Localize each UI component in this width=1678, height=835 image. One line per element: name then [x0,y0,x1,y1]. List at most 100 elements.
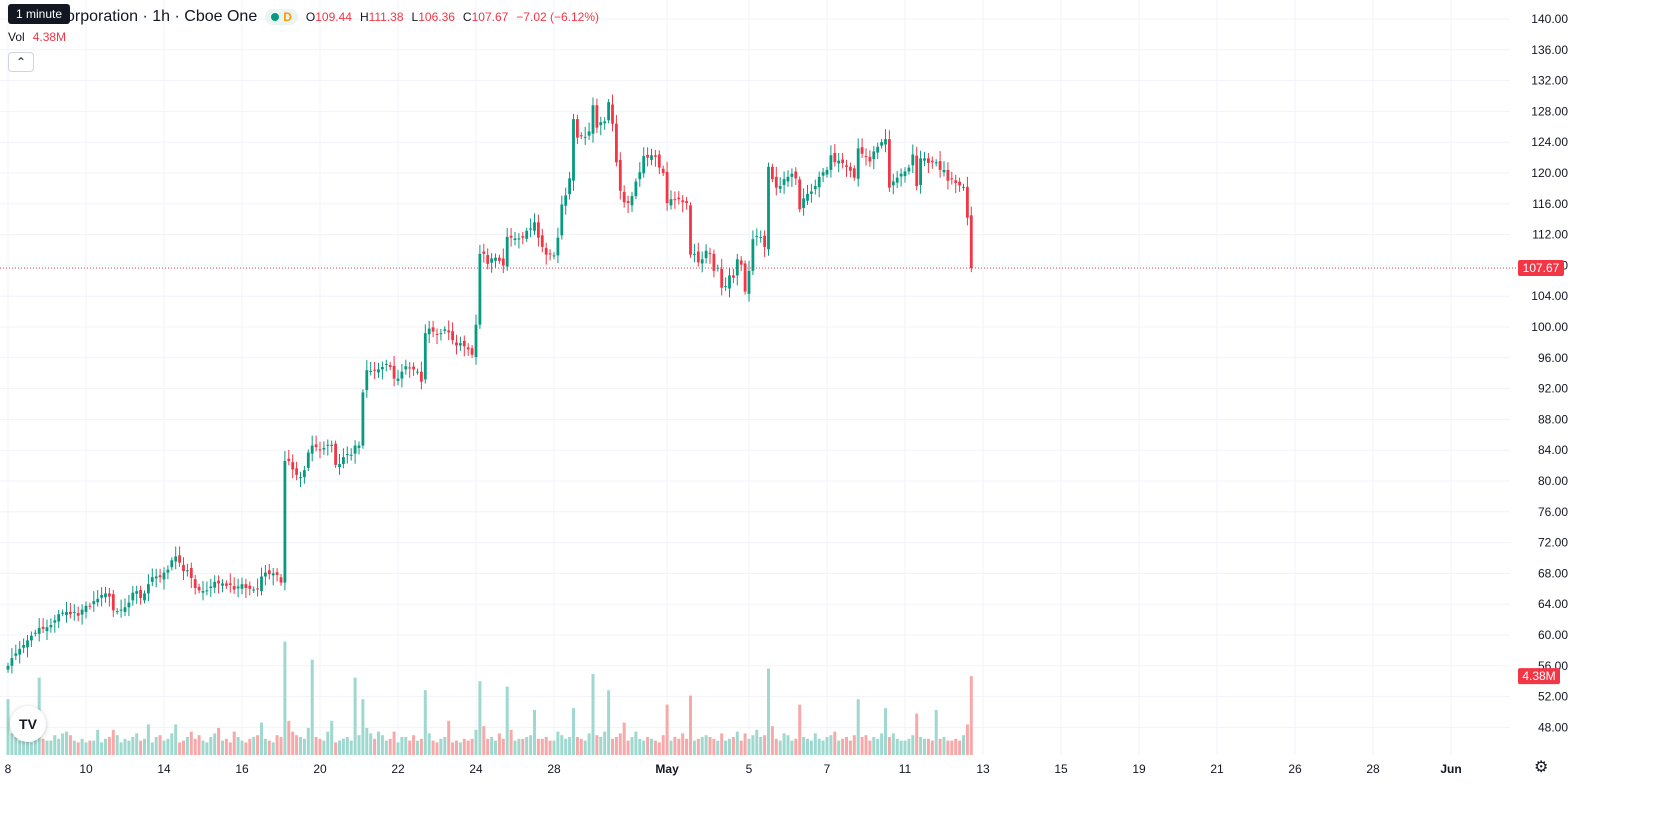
volume-bar [556,731,560,755]
open-label: O [305,10,316,24]
candle-body [833,152,837,163]
candle-body [404,366,408,370]
volume-bar [930,740,934,755]
volume-bar [622,722,626,755]
candle-body [767,166,770,250]
volume-bar [345,737,349,755]
candle-body [615,123,618,163]
candle-body [521,236,525,238]
collapse-legend-button[interactable]: ⌃ [8,52,34,72]
volume-bar [583,740,587,755]
volume-bar [248,738,252,755]
volume-bar [29,742,33,755]
candle-body [205,590,209,592]
volume-bar [369,733,373,755]
volume-bar [419,738,423,755]
candle-body [868,156,872,162]
candle-body [630,196,634,206]
volume-bar [41,738,45,755]
candle-body [544,248,548,255]
candle-body [774,176,778,188]
volume-bar [197,735,201,755]
candle-body [560,204,564,236]
volume-bar [856,699,860,755]
price-tick-label: 48.00 [1538,720,1568,734]
volume-bar [634,731,638,755]
volume-bar [72,740,76,755]
candle-body [244,584,248,589]
candle-body [509,235,513,238]
volume-bar [829,735,833,755]
volume-bar [6,699,10,755]
candle-body [88,605,92,607]
volume-bar [802,737,806,755]
candle-body [162,572,166,580]
tradingview-logo[interactable]: TV [10,706,46,742]
delayed-letter: D [283,10,292,24]
volume-bar [763,735,767,755]
candle-body [314,444,318,448]
candle-body [295,468,298,475]
candle-body [100,594,103,598]
volume-bar [673,737,677,755]
status-dot-icon [271,13,280,21]
volume-bar [720,733,724,755]
volume-bar [669,740,673,755]
candle-body [189,568,193,579]
volume-bar [384,740,388,755]
candle-body [174,556,178,562]
volume-bar [76,742,80,755]
volume-bar [478,681,482,755]
volume-bar [127,740,131,755]
volume-bar [638,738,642,755]
volume-bar [431,740,435,755]
market-status-badge[interactable]: D [265,9,298,25]
volume-bar [451,742,455,755]
volume-bar [287,720,291,755]
candle-body [654,155,657,157]
volume-bar [443,737,447,755]
candle-body [583,136,587,138]
volume-bar [400,737,404,755]
candle-body [154,576,158,579]
candle-body [388,365,392,368]
candle-body [938,161,942,170]
candle-body [548,253,552,255]
symbol-title[interactable]: orporation · 1h · Cboe One [66,8,258,25]
volume-bar [907,738,911,755]
candle-body [821,172,825,176]
candle-body [934,162,938,164]
volume-label: Vol [8,30,25,44]
candle-body [771,166,774,180]
volume-bar [778,740,782,755]
volume-bar [26,738,29,755]
volume-bar [891,733,895,755]
time-tick-label: 28 [1366,762,1380,776]
time-tick-label: 13 [976,762,990,776]
candle-body [431,327,435,332]
candle-body [599,122,603,126]
volume-bar [770,726,774,755]
interval-tooltip: 1 minute [8,4,71,24]
candle-body [915,155,919,187]
candle-body [911,154,915,166]
volume-bar [353,677,357,755]
volume-bar [868,740,872,755]
candle-body [537,222,540,238]
volume-bar [728,738,731,755]
volume-bar [650,738,653,755]
volume-bar [166,738,170,755]
volume-bar [57,738,61,755]
high-value: 111.38 [368,10,404,24]
volume-bar [490,737,494,755]
volume-bar [786,735,790,755]
candle-body [349,454,353,456]
candle-body [353,445,357,454]
volume-bar [884,708,887,755]
volume-bar [813,733,817,755]
settings-gear-icon[interactable]: ⚙ [1534,759,1549,776]
candle-body [958,181,961,186]
candle-body [474,324,478,358]
candle-body [513,238,517,240]
